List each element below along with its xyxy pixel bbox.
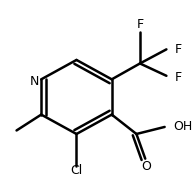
Text: OH: OH bbox=[173, 120, 193, 133]
Text: F: F bbox=[136, 18, 144, 31]
Text: O: O bbox=[141, 160, 151, 173]
Text: Cl: Cl bbox=[70, 164, 83, 177]
Text: F: F bbox=[174, 71, 181, 84]
Text: F: F bbox=[174, 43, 181, 56]
Text: N: N bbox=[30, 75, 39, 88]
